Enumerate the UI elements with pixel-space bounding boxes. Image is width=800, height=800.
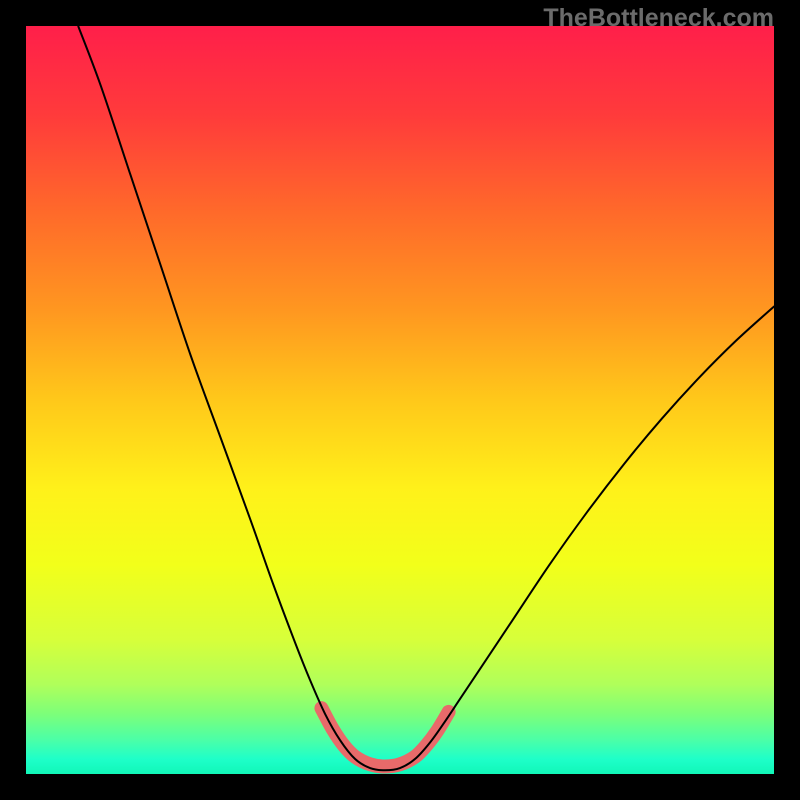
watermark-text: TheBottleneck.com — [543, 4, 774, 33]
plot-background — [26, 26, 774, 774]
bottleneck-chart — [0, 0, 800, 800]
